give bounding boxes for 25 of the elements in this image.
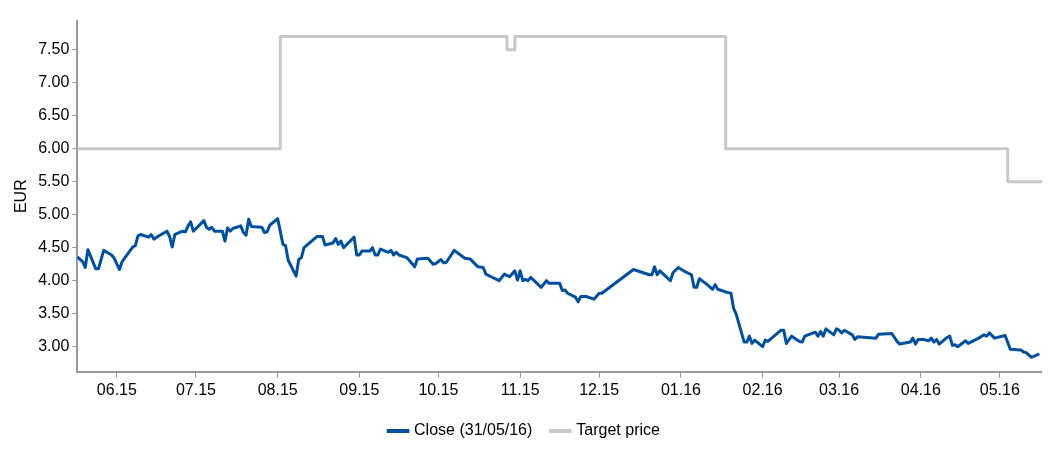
y-tick-label: 7.00 — [38, 73, 70, 91]
x-tick-label: 12.15 — [579, 380, 620, 398]
x-tick-label: 09.15 — [339, 380, 380, 398]
y-tick-label: 5.00 — [38, 205, 70, 223]
y-tick-label: 3.50 — [38, 304, 70, 322]
y-tick-label: 7.50 — [38, 40, 70, 58]
x-tick-label: 10.15 — [418, 380, 459, 398]
x-tick-label: 07.15 — [175, 380, 217, 398]
legend-label: Target price — [576, 421, 661, 439]
y-tick-label: 6.50 — [38, 106, 70, 124]
x-tick-label: 11.15 — [500, 380, 540, 398]
x-tick-label: 08.15 — [257, 380, 298, 398]
x-tick-label: 02.16 — [742, 380, 783, 398]
y-tick-label: 4.00 — [38, 271, 70, 289]
y-tick-label: 5.50 — [38, 172, 70, 190]
x-tick-label: 01.16 — [660, 380, 702, 398]
y-axis-title: EUR — [12, 179, 30, 214]
y-tick-label: 3.00 — [38, 337, 70, 355]
x-tick-label: 06.15 — [96, 380, 137, 398]
x-tick-label: 05.16 — [979, 380, 1020, 398]
x-tick-label: 03.16 — [819, 380, 860, 398]
x-tick-label: 04.16 — [900, 380, 941, 398]
y-tick-label: 4.50 — [38, 238, 70, 256]
legend-label: Close (31/05/16) — [414, 421, 533, 439]
y-tick-label: 6.00 — [38, 139, 70, 157]
